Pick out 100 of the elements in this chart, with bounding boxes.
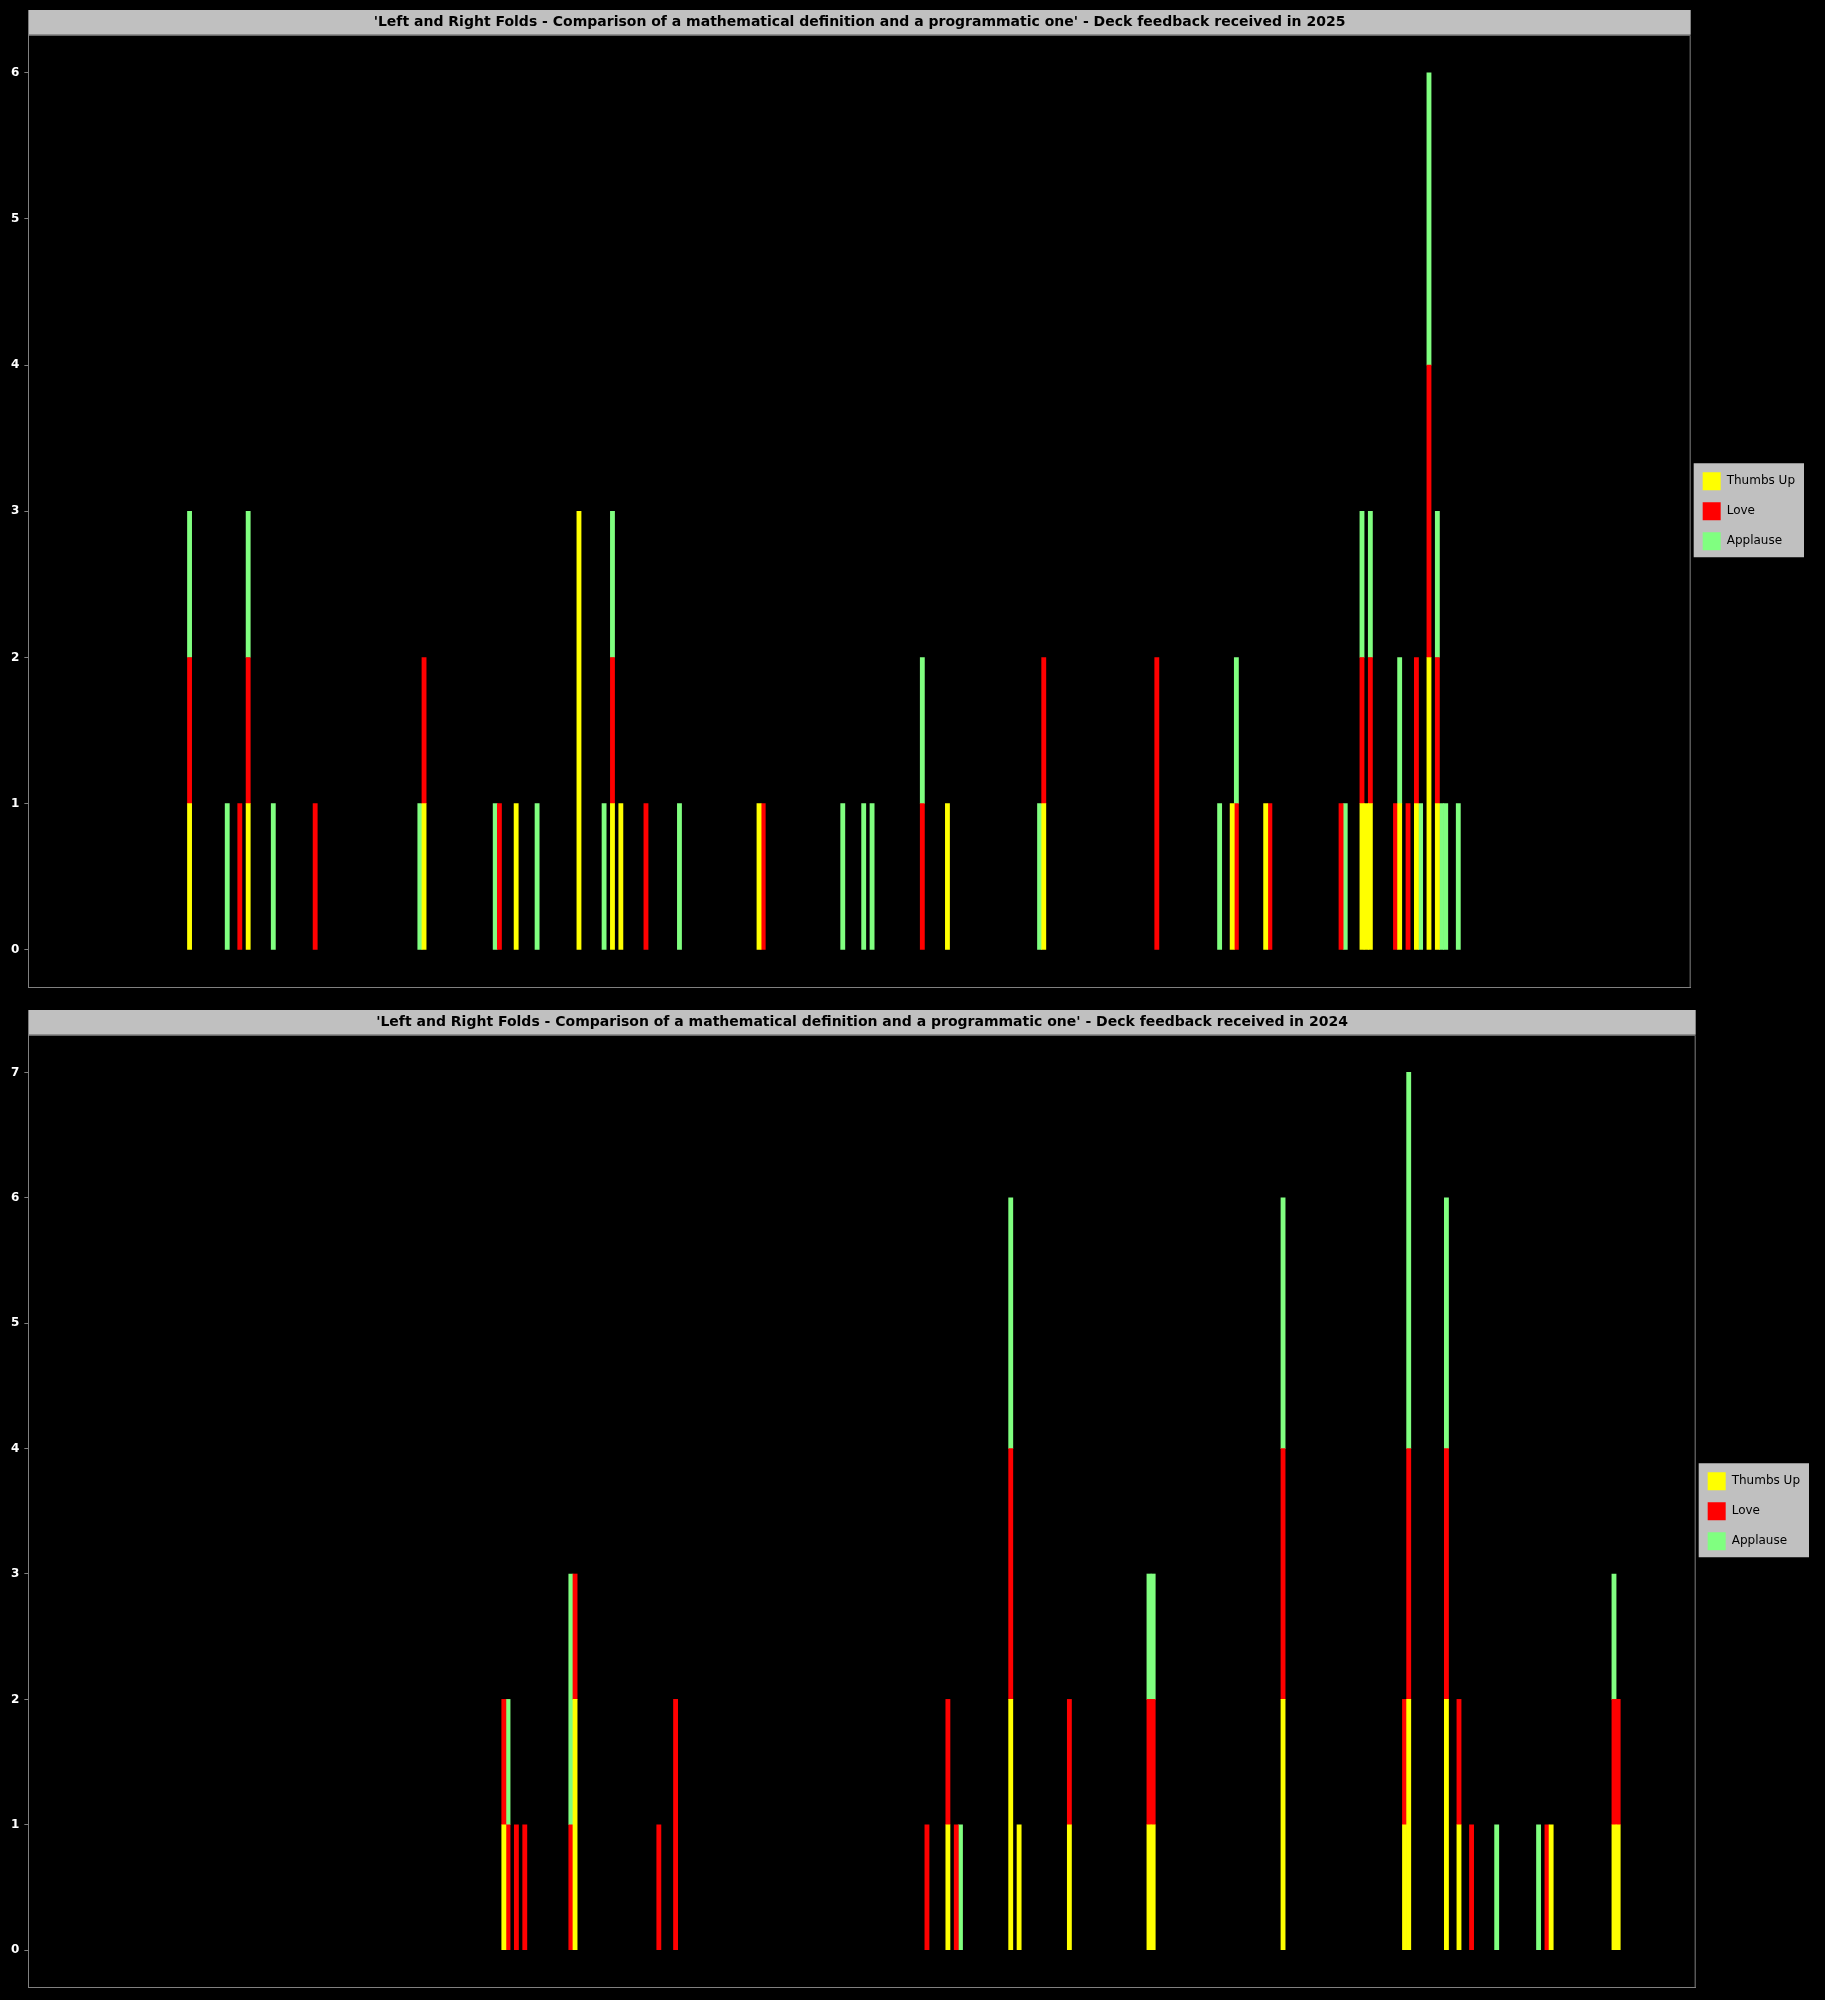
y-tick-label: 0: [10, 941, 20, 956]
bar: [945, 1824, 951, 1951]
bar: [1406, 1072, 1412, 1449]
bar: [618, 803, 624, 950]
bar: [1469, 1824, 1474, 1951]
bar: [1444, 1197, 1449, 1449]
y-tick-label: 3: [10, 503, 20, 518]
bar: [501, 1824, 507, 1951]
bar: [673, 1699, 679, 1951]
bar: [1536, 1824, 1542, 1951]
bar: [1008, 1699, 1014, 1951]
bar: [1263, 803, 1269, 950]
bar: [1406, 1699, 1412, 1951]
y-tick-label: 2: [10, 1691, 20, 1706]
bar: [610, 657, 615, 804]
bar: [1434, 803, 1440, 950]
bar: [1041, 803, 1047, 950]
bar: [1397, 803, 1403, 950]
bar: [1494, 1824, 1500, 1951]
bar: [270, 803, 276, 950]
bar: [522, 1824, 528, 1951]
bar: [1150, 1699, 1156, 1826]
bar: [840, 803, 846, 950]
bar: [1443, 803, 1449, 950]
chart-title: 'Left and Right Folds - Comparison of a mathematical definition and a programmatic one' - Deck feedback received in 2025: [373, 13, 1346, 30]
bar: [1455, 803, 1461, 950]
bar: [312, 803, 318, 950]
y-tick-label: 1: [10, 795, 20, 810]
bar: [187, 657, 192, 804]
bar: [417, 803, 423, 950]
bar: [1229, 803, 1235, 950]
y-tick-label: 0: [10, 1942, 20, 1957]
bar: [601, 803, 607, 950]
bar: [501, 1699, 507, 1826]
bar: [1615, 1824, 1621, 1951]
bar: [1154, 657, 1160, 950]
bar: [1434, 657, 1440, 804]
legend-label: Thumbs Up: [1725, 473, 1796, 488]
bar: [1041, 657, 1047, 804]
bar: [1066, 1699, 1072, 1826]
bar: [919, 657, 925, 804]
bar: [513, 1824, 519, 1951]
bar: [861, 803, 867, 950]
bar: [1342, 803, 1348, 950]
legend-label: Thumbs Up: [1730, 1473, 1801, 1488]
bar: [656, 1824, 662, 1951]
bar: [945, 803, 950, 950]
y-tick-label: 2: [10, 649, 20, 664]
bar: [1615, 1699, 1621, 1826]
bar: [1367, 803, 1373, 950]
bar: [1233, 657, 1239, 804]
bar: [245, 657, 251, 804]
legend-label: Applause: [1731, 1533, 1788, 1548]
bar: [610, 510, 615, 658]
y-tick-label: 3: [10, 1566, 20, 1581]
bar: [1444, 1448, 1449, 1700]
y-tick-label: 7: [10, 1064, 20, 1079]
bar: [1016, 1824, 1022, 1951]
bar: [1008, 1448, 1014, 1700]
bar: [677, 803, 682, 950]
bar: [1414, 657, 1419, 804]
bar: [610, 803, 615, 950]
bar: [1008, 1197, 1014, 1449]
y-tick-label: 4: [10, 357, 20, 372]
bar: [237, 803, 243, 950]
bar: [568, 1573, 574, 1826]
bar: [187, 803, 192, 950]
bar: [953, 1824, 959, 1951]
bar: [1434, 510, 1440, 658]
legend-label: Love: [1726, 503, 1755, 518]
y-tick-label: 5: [10, 211, 20, 226]
bar: [1367, 510, 1373, 658]
bar: [945, 1699, 951, 1826]
bar: [1150, 1824, 1156, 1951]
bar: [1414, 803, 1419, 950]
bar: [1367, 657, 1373, 804]
y-tick-label: 1: [10, 1816, 20, 1831]
bar: [568, 1824, 574, 1951]
bar: [1406, 1448, 1412, 1700]
y-tick-label: 4: [10, 1440, 20, 1455]
legend-label: Applause: [1726, 533, 1783, 548]
bar: [1066, 1824, 1072, 1951]
bar: [496, 803, 502, 950]
bar: [187, 510, 192, 658]
bar: [760, 803, 766, 950]
bar: [513, 803, 519, 950]
y-tick-label: 6: [10, 64, 20, 79]
legend-label: Love: [1731, 1503, 1760, 1518]
bar: [869, 803, 875, 950]
bar: [1548, 1824, 1554, 1951]
bar: [1150, 1573, 1156, 1700]
bar: [245, 803, 251, 950]
bar: [245, 510, 251, 658]
bar: [534, 803, 540, 950]
bar: [224, 803, 230, 950]
y-tick-label: 6: [10, 1189, 20, 1204]
bar: [919, 803, 925, 950]
y-tick-label: 5: [10, 1315, 20, 1330]
chart-title: 'Left and Right Folds - Comparison of a mathematical definition and a programmatic one' - Deck feedback received in 2024: [376, 1013, 1349, 1030]
bar: [1397, 657, 1403, 804]
